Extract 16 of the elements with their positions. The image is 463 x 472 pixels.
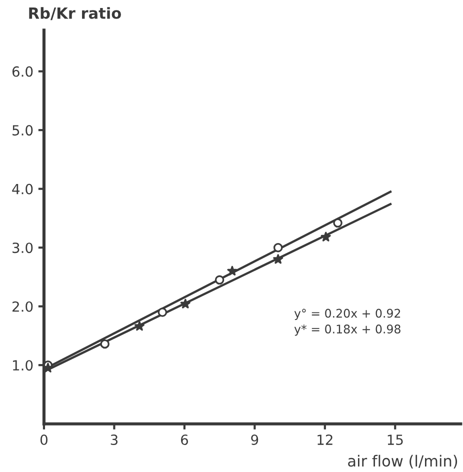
annotation: y* = 0.18x + 0.98 [294,324,400,336]
x-tick-label: 0 [40,434,48,446]
y-tick-label: 1.0 [13,360,33,371]
x-tick-label: 6 [180,434,188,446]
annotation: y° = 0.20x + 0.92 [294,308,400,320]
x-tick-label: 9 [251,434,258,446]
y-tick-label: 4.0 [12,184,33,194]
y-tick-label: 2.0 [12,301,33,312]
x-tick-label: 3 [110,434,118,446]
y-tick-label: 5.0 [12,125,33,136]
x-tick-label: 15 [388,434,403,446]
x-tick-label: 12 [318,434,332,445]
y-axis-title: Rb/Kr ratio [29,7,121,20]
y-tick-label: 6.0 [12,66,33,77]
x-axis-title: air flow (l/min) [348,454,458,468]
y-tick-label: 3.0 [12,242,33,254]
